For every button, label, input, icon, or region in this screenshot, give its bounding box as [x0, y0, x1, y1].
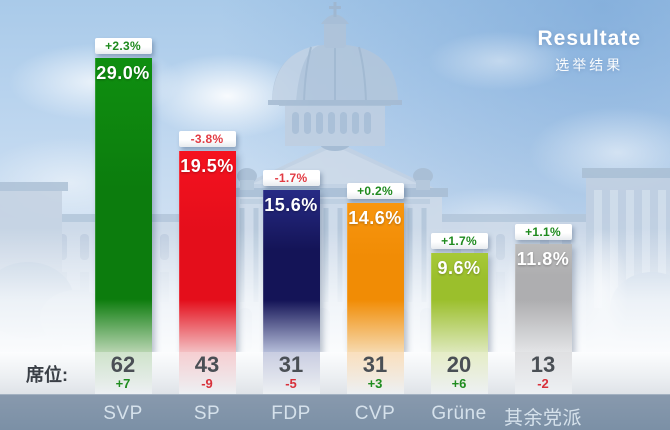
title-sub: 选举结果	[555, 57, 624, 73]
seat-count: 43	[194, 352, 220, 377]
party-bar: 15.6%	[262, 190, 320, 352]
party-bar: 11.8%	[514, 244, 572, 352]
party-bar: 14.6%	[346, 203, 404, 352]
seat-count: 62	[110, 352, 136, 377]
party-name-4: Grüne	[431, 403, 487, 424]
bar-ghost	[262, 352, 320, 394]
seat-change: -9	[201, 376, 213, 391]
seat-column: 43 -9	[165, 352, 249, 394]
vote-change-badge: -3.8%	[178, 131, 236, 147]
seat-column: 13 -2	[501, 352, 585, 394]
vote-change-value: +1.1%	[525, 225, 561, 239]
bar-group: +2.3% 29.0%	[94, 38, 152, 352]
seat-count: 20	[446, 352, 472, 377]
seat-column: 20 +6	[417, 352, 501, 394]
vote-share-value: 14.6%	[348, 208, 402, 228]
vote-change-badge: +2.3%	[94, 38, 152, 54]
seat-count: 13	[530, 352, 556, 377]
seats-row-label: 席位:	[26, 365, 68, 385]
bar-group: +1.1% 11.8%	[514, 224, 572, 352]
cloud	[425, 30, 575, 92]
seat-change: +6	[451, 376, 467, 391]
party-name-5: 其余党派	[503, 408, 582, 429]
vote-change-value: +2.3%	[105, 39, 141, 53]
bar-group: +1.7% 9.6%	[430, 233, 488, 352]
seat-change: -2	[537, 376, 549, 391]
bar-ghost	[430, 352, 488, 394]
seat-count: 31	[362, 352, 388, 377]
seat-change: +7	[115, 376, 131, 391]
party-name-1: SP	[193, 403, 221, 424]
vote-change-value: -1.7%	[274, 171, 308, 185]
vote-change-value: -3.8%	[190, 132, 224, 146]
party-name-0: SVP	[103, 403, 143, 424]
seat-count: 31	[278, 352, 304, 377]
seat-column: 31 -5	[249, 352, 333, 394]
bar-ghost	[178, 352, 236, 394]
vote-share-value: 15.6%	[264, 195, 318, 215]
seat-change: -5	[285, 376, 297, 391]
vote-change-badge: +1.7%	[430, 233, 488, 249]
party-name-3: CVP	[354, 403, 396, 424]
seat-change: +3	[367, 376, 383, 391]
title-block: Resultate 选举结果	[537, 27, 641, 75]
vote-share-value: 9.6%	[437, 258, 481, 278]
bar-ghost	[514, 352, 572, 394]
vote-change-value: +0.2%	[357, 184, 393, 198]
vote-share-value: 19.5%	[180, 156, 234, 176]
party-bar: 9.6%	[430, 253, 488, 352]
bar-group: -3.8% 19.5%	[178, 131, 236, 352]
vote-change-badge: +0.2%	[346, 183, 404, 199]
bar-group: -1.7% 15.6%	[262, 170, 320, 352]
title-main: Resultate	[537, 27, 641, 50]
vote-share-value: 29.0%	[96, 63, 150, 83]
bar-ghost	[94, 352, 152, 394]
seat-column: 62 +7	[81, 352, 165, 394]
party-bar: 29.0%	[94, 58, 152, 352]
party-names-footer: SVP SP FDP CVP Grüne 其余党派	[0, 394, 670, 430]
party-bar: 19.5%	[178, 151, 236, 352]
vote-change-badge: +1.1%	[514, 224, 572, 240]
vote-change-value: +1.7%	[441, 234, 477, 248]
party-name-2: FDP	[271, 403, 311, 424]
seat-column: 31 +3	[333, 352, 417, 394]
vote-share-value: 11.8%	[516, 249, 570, 269]
bar-ghost	[346, 352, 404, 394]
seats-band: 席位: 62 +7 43 -9 31 -5 31 +3 20 +6 13 -2	[0, 352, 670, 394]
bar-group: +0.2% 14.6%	[346, 183, 404, 352]
vote-change-badge: -1.7%	[262, 170, 320, 186]
